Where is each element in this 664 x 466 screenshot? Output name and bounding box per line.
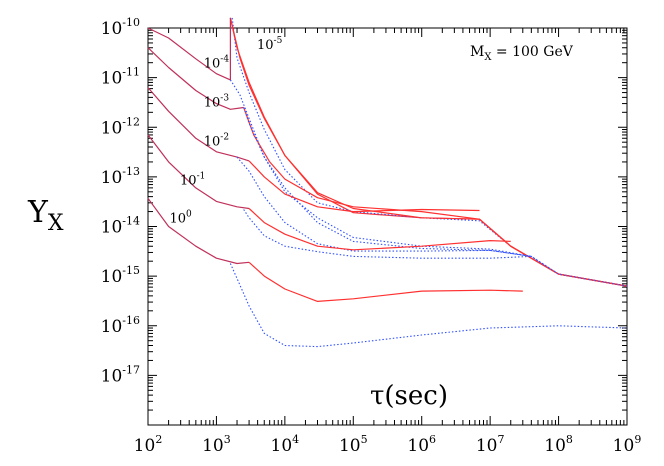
y-tick-label: 10-13 — [101, 165, 140, 188]
curve-label: 10-5 — [257, 36, 283, 53]
curve-label: 10-3 — [204, 94, 230, 111]
x-tick-label: 109 — [613, 433, 642, 456]
plot-frame — [147, 27, 628, 426]
x-tick-label: 108 — [544, 433, 573, 456]
series-line — [248, 261, 523, 302]
x-tick-label: 102 — [134, 433, 163, 456]
series-line — [147, 47, 244, 110]
x-tick-labels: 102 103 104 105 106 107 108 109 — [134, 433, 642, 456]
x-tick-label: 104 — [271, 433, 300, 456]
axis-ticks — [147, 27, 628, 426]
curve-group — [147, 17, 628, 348]
curve-label: 10-2 — [204, 132, 229, 149]
y-tick-label: 10-14 — [101, 215, 140, 238]
series-line — [248, 160, 480, 213]
curve-label: 10-4 — [204, 54, 230, 71]
x-tick-label: 106 — [407, 433, 436, 456]
mass-annotation: MX = 100 GeV — [470, 44, 574, 63]
y-tick-label: 10-17 — [101, 363, 140, 386]
series-line — [243, 209, 532, 259]
y-tick-label: 10-11 — [101, 66, 140, 89]
series-line — [147, 17, 231, 81]
x-tick-label: 105 — [339, 433, 368, 456]
series-line — [243, 107, 628, 287]
x-axis-title: τ(sec) — [370, 381, 448, 411]
series-line — [229, 79, 628, 287]
series-line — [147, 197, 250, 265]
series-line — [236, 156, 532, 257]
curve-label: 10-1 — [180, 172, 205, 189]
series-line — [229, 263, 628, 348]
y-tick-label: 10-15 — [101, 264, 140, 287]
curve-label: 100 — [170, 210, 193, 227]
x-tick-label: 107 — [476, 433, 505, 456]
series-line — [243, 107, 628, 287]
y-tick-labels: 10-10 10-11 10-12 10-13 10-14 10-15 10-16 10-17 — [101, 16, 140, 386]
y-tick-label: 10-16 — [101, 314, 140, 337]
series-line — [147, 87, 250, 162]
y-tick-label: 10-12 — [101, 115, 140, 138]
curve-labels: 10-5 10-4 10-3 10-2 10-1 100 — [170, 36, 283, 227]
series-line — [248, 208, 511, 251]
y-axis-title: YX — [27, 195, 64, 236]
y-tick-label: 10-10 — [101, 16, 140, 39]
series-line — [147, 134, 250, 210]
x-tick-label: 103 — [202, 433, 231, 456]
